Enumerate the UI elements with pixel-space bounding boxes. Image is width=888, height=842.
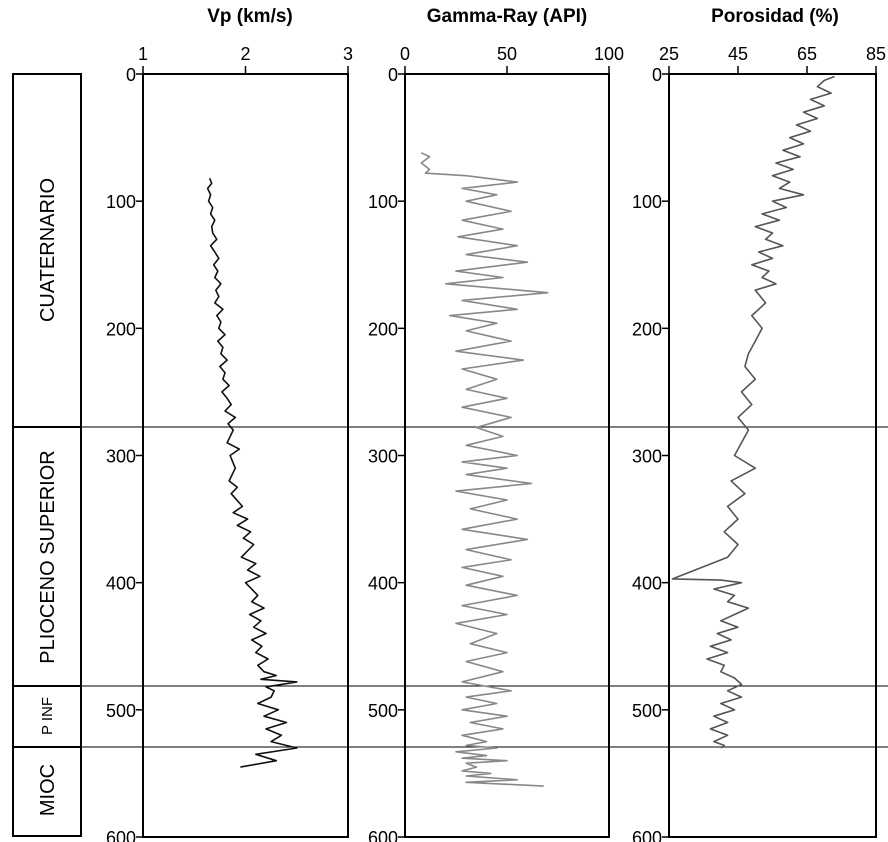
porosidad-y-tick-label: 200 <box>632 319 662 339</box>
porosidad-y-tick-label: 600 <box>632 828 662 842</box>
strat-column-frame <box>12 73 82 837</box>
vp-title: Vp (km/s) <box>207 6 293 27</box>
stratigraphy-column: CUATERNARIO PLIOCENO SUPERIOR P INF MIOC <box>12 73 82 837</box>
vp-y-tick-label: 0 <box>126 65 136 85</box>
gamma-ray-x-tick-label: 0 <box>400 44 410 64</box>
porosidad-y-tick-label: 300 <box>632 447 662 467</box>
vp-y-tick-label: 400 <box>106 574 136 594</box>
gamma-ray-y-tick-label: 400 <box>368 574 398 594</box>
panel-vp: Vp (km/s) 1 2 3 0 100 200 300 400 500 600 <box>106 6 353 842</box>
strat-label-plioceno-superior: PLIOCENO SUPERIOR <box>37 450 59 663</box>
porosidad-log-curve <box>671 75 835 749</box>
vp-y-tick-label: 100 <box>106 192 136 212</box>
porosidad-y-tick-label: 0 <box>652 65 662 85</box>
porosidad-x-tick-label: 45 <box>728 44 748 64</box>
vp-y-tick-label: 600 <box>106 828 136 842</box>
vp-x-tick-label: 3 <box>343 44 353 64</box>
porosidad-x-tick-label: 85 <box>866 44 886 64</box>
gamma-ray-title: Gamma-Ray (API) <box>427 6 588 27</box>
vp-x-tick-label: 2 <box>240 44 250 64</box>
gamma-ray-x-tick-label: 50 <box>497 44 517 64</box>
gamma-ray-plot-frame <box>404 73 610 838</box>
gamma-ray-y-tick-label: 100 <box>368 192 398 212</box>
strat-label-mioc: MIOC <box>37 764 59 816</box>
gamma-ray-y-tick-label: 500 <box>368 701 398 721</box>
vp-x-tick-label: 1 <box>138 44 148 64</box>
porosidad-x-tick-label: 25 <box>659 44 679 64</box>
strat-label-p-inf: P INF <box>39 697 56 735</box>
porosidad-y-tick-label: 100 <box>632 192 662 212</box>
porosidad-y-tick-label: 500 <box>632 701 662 721</box>
porosidad-y-tick-label: 400 <box>632 574 662 594</box>
vp-log-curve <box>206 177 298 768</box>
strat-label-cuaternario: CUATERNARIO <box>37 178 59 322</box>
gamma-ray-y-tick-label: 0 <box>388 65 398 85</box>
panel-porosidad: Porosidad (%) 25 45 65 85 0 100 200 300 400 500 600 <box>632 6 886 842</box>
vp-y-tick-label: 200 <box>106 319 136 339</box>
porosidad-plot-frame <box>668 73 877 838</box>
gamma-ray-x-tick-label: 100 <box>594 44 624 64</box>
horizon-lines <box>81 426 888 748</box>
gamma-ray-y-tick-label: 200 <box>368 319 398 339</box>
vp-y-tick-label: 300 <box>106 447 136 467</box>
panel-gamma-ray: Gamma-Ray (API) 0 50 100 0 100 200 300 400 500 600 <box>368 6 624 842</box>
gamma-ray-y-tick-label: 300 <box>368 447 398 467</box>
vp-plot-frame <box>142 73 349 838</box>
porosidad-title: Porosidad (%) <box>711 6 839 27</box>
vp-y-tick-label: 500 <box>106 701 136 721</box>
gamma-ray-log-curve <box>420 152 549 787</box>
porosidad-x-tick-label: 65 <box>797 44 817 64</box>
gamma-ray-y-tick-label: 600 <box>368 828 398 842</box>
